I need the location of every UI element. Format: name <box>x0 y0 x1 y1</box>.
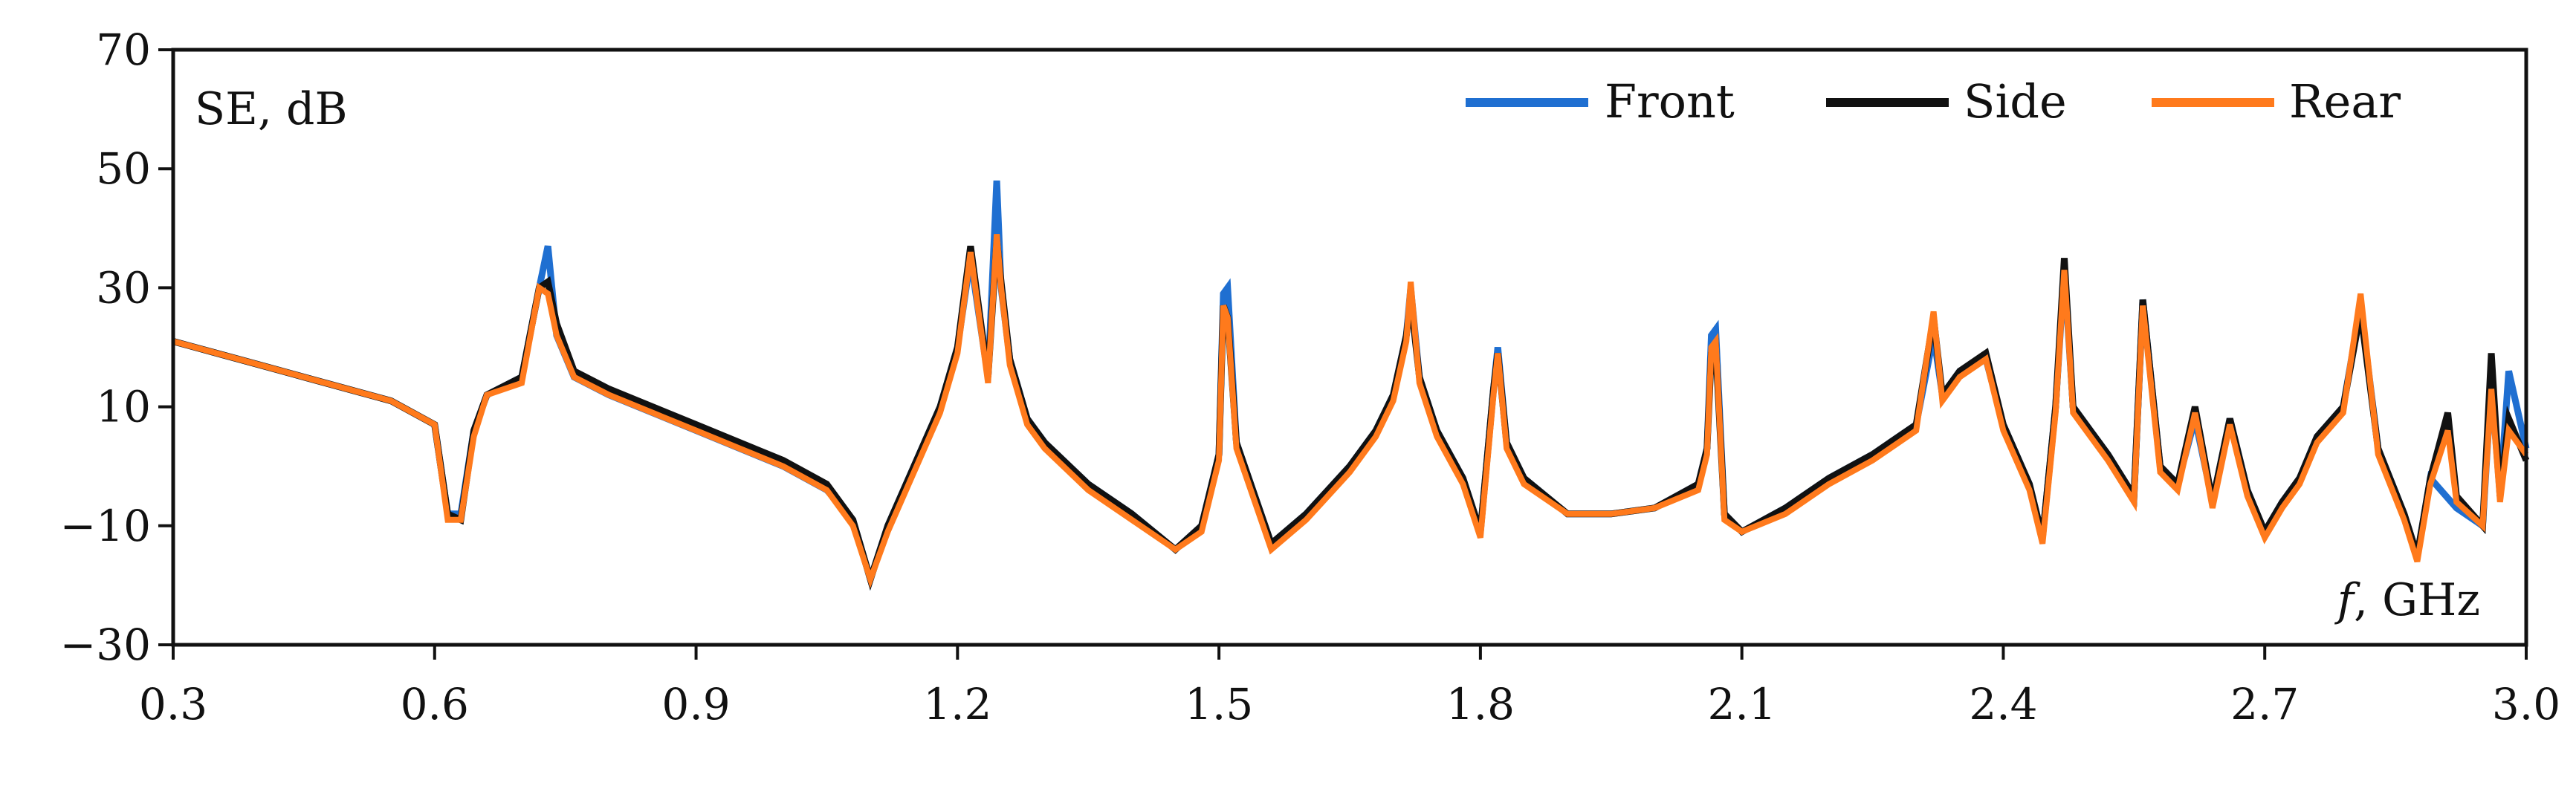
series-line-rear <box>172 233 2529 589</box>
legend-label-front: Front <box>1605 74 1735 129</box>
y-tick-label: 70 <box>96 25 151 75</box>
x-tick-label: 1.2 <box>923 679 991 729</box>
x-tick-label: 0.9 <box>661 679 730 729</box>
x-tick-label: 2.4 <box>1969 679 2037 729</box>
y-tick-label: 50 <box>96 143 151 194</box>
x-tick-label: 2.7 <box>2230 679 2299 729</box>
legend-label-rear: Rear <box>2289 74 2401 129</box>
y-tick-label: 10 <box>96 382 151 432</box>
x-tick-label: 1.5 <box>1185 679 1253 729</box>
y-tick-label: 30 <box>96 262 151 313</box>
x-axis-unit: , GHz <box>2354 574 2480 626</box>
legend: Front Side Rear <box>1466 74 2401 129</box>
x-tick-label: 0.3 <box>139 679 207 729</box>
x-tick-label: 3.0 <box>2492 679 2560 729</box>
series-layer <box>172 181 2530 591</box>
legend-label-side: Side <box>1964 74 2067 129</box>
x-axis-title: f, GHz <box>2334 574 2480 626</box>
plot-frame <box>171 48 2528 647</box>
y-tick-label: −10 <box>60 501 151 551</box>
x-tick-label: 0.6 <box>401 679 469 729</box>
y-tick-label: −30 <box>60 620 151 670</box>
x-tick-label: 2.1 <box>1708 679 1776 729</box>
y-axis-title: SE, dB <box>195 83 348 135</box>
tick-layer: 0.3 0.6 0.9 1.2 1.5 1.8 2.1 2.4 2.7 3.0 −30 −10 10 30… <box>60 25 2561 729</box>
x-tick-label: 1.8 <box>1446 679 1515 729</box>
